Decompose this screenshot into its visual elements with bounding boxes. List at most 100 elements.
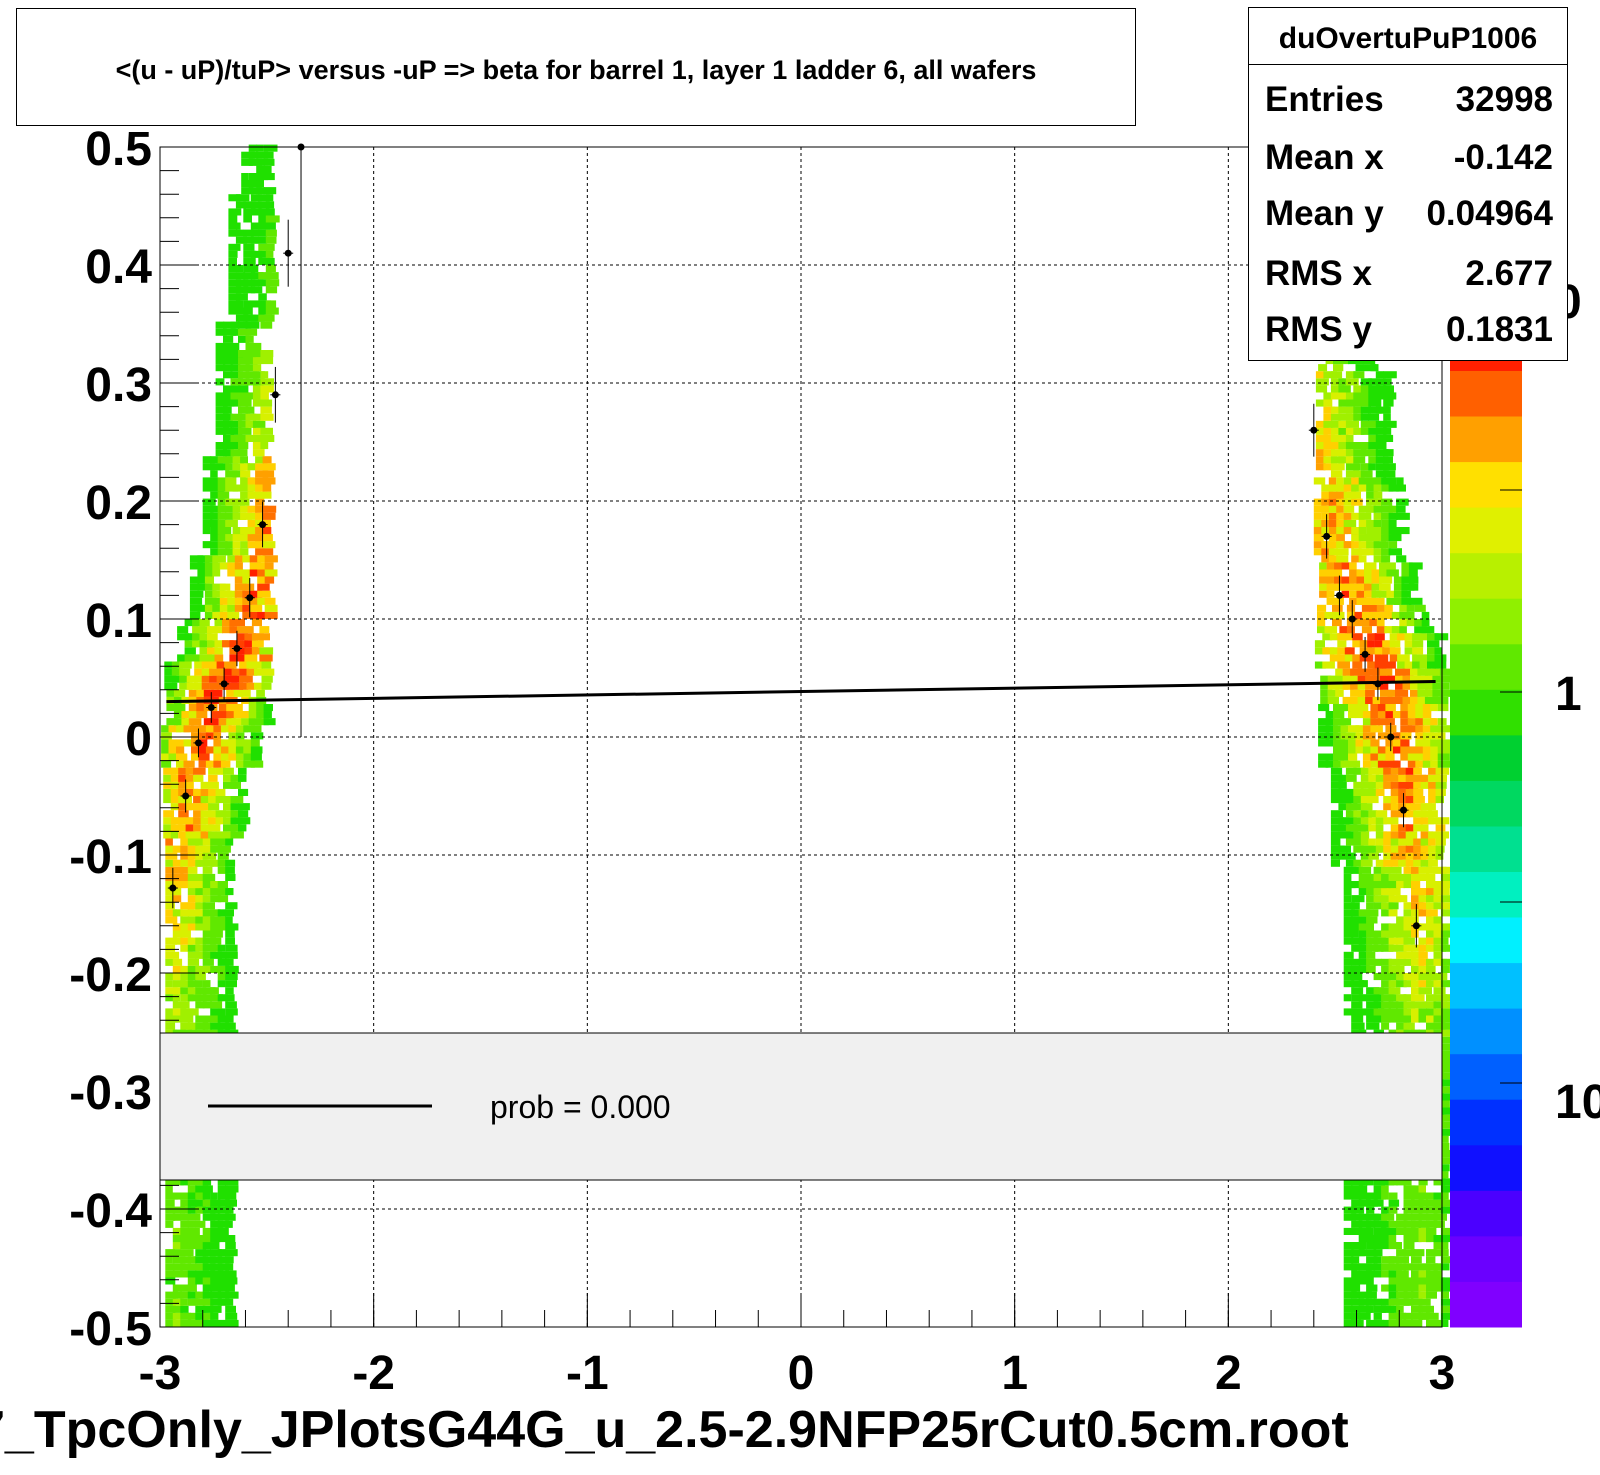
heatmap-cell	[1428, 845, 1438, 853]
heatmap-cell	[1389, 654, 1400, 662]
heatmap-cell	[1323, 434, 1337, 442]
heatmap-cell	[1373, 548, 1383, 556]
heatmap-cell	[210, 994, 223, 1002]
heatmap-cell	[1430, 732, 1443, 740]
heatmap-cell	[1388, 1206, 1398, 1214]
heatmap-cell	[1345, 838, 1354, 846]
heatmap-cell	[1411, 1001, 1419, 1009]
heatmap-cell	[187, 895, 197, 903]
heatmap-cell	[1390, 774, 1402, 782]
heatmap-cell	[223, 364, 233, 372]
heatmap-cell	[172, 1256, 186, 1264]
heatmap-cell	[1396, 1284, 1407, 1292]
heatmap-cell	[1426, 1227, 1437, 1235]
heatmap-cell	[1411, 1227, 1422, 1235]
heatmap-cell	[188, 689, 203, 697]
heatmap-cell	[255, 534, 267, 542]
heatmap-cell	[189, 597, 203, 605]
heatmap-cell	[1373, 1235, 1385, 1243]
heatmap-cell	[1376, 604, 1390, 612]
heatmap-cell	[1326, 562, 1340, 570]
heatmap-cell	[187, 1291, 200, 1299]
heatmap-cell	[240, 491, 254, 499]
heatmap-cell	[228, 746, 240, 754]
heatmap-cell	[202, 541, 212, 549]
heatmap-cell	[238, 371, 250, 379]
heatmap-cell	[217, 944, 226, 952]
heatmap-cell	[228, 279, 242, 287]
heatmap-cell	[161, 753, 169, 761]
heatmap-cell	[204, 604, 216, 612]
heatmap-cell	[223, 357, 234, 365]
heatmap-cell	[257, 583, 270, 591]
stats-row: Mean x -0.142	[1265, 138, 1553, 178]
heatmap-cell	[1433, 980, 1445, 988]
heatmap-cell	[238, 788, 249, 796]
heatmap-cell	[1415, 718, 1424, 726]
profile-point	[1400, 806, 1408, 814]
heatmap-cell	[1375, 845, 1384, 853]
heatmap-cell	[1345, 371, 1356, 379]
heatmap-cell	[1435, 838, 1446, 846]
heatmap-cell	[1343, 477, 1357, 485]
heatmap-cell	[210, 1263, 224, 1271]
heatmap-cell	[225, 859, 236, 867]
heatmap-cell	[1388, 958, 1401, 966]
heatmap-cell	[1360, 831, 1370, 839]
heatmap-cell	[1330, 378, 1345, 386]
heatmap-cell	[1320, 696, 1334, 704]
heatmap-cell	[250, 286, 263, 294]
heatmap-cell	[1330, 810, 1343, 818]
heatmap-cell	[187, 1319, 198, 1327]
heatmap-cell	[215, 449, 227, 457]
heatmap-cell	[1433, 1284, 1445, 1292]
heatmap-cell	[1424, 696, 1438, 704]
heatmap-cell	[1376, 619, 1385, 627]
heatmap-cell	[1351, 902, 1360, 910]
heatmap-cell	[166, 718, 178, 726]
profile-point	[1361, 650, 1369, 658]
heatmap-cell	[1351, 512, 1365, 520]
heatmap-cell	[1345, 442, 1354, 450]
heatmap-cell	[179, 661, 192, 669]
heatmap-cell	[1315, 385, 1328, 393]
heatmap-cell	[215, 378, 225, 386]
heatmap-cell	[1381, 987, 1395, 995]
heatmap-cell	[165, 838, 173, 846]
heatmap-cell	[180, 1199, 189, 1207]
heatmap-cell	[1390, 817, 1399, 825]
heatmap-cell	[225, 1008, 238, 1016]
heatmap-cell	[217, 866, 229, 874]
heatmap-cell	[1343, 1319, 1353, 1327]
heatmap-cell	[1379, 569, 1391, 577]
heatmap-cell	[228, 753, 239, 761]
heatmap-cell	[180, 902, 195, 910]
heatmap-cell	[245, 328, 258, 336]
heatmap-cell	[202, 944, 216, 952]
heatmap-cell	[1420, 845, 1431, 853]
heatmap-cell	[1422, 760, 1433, 768]
heatmap-cell	[1375, 442, 1387, 450]
heatmap-cell	[242, 569, 256, 577]
heatmap-cell	[197, 569, 211, 577]
heatmap-cell	[1440, 1022, 1455, 1030]
heatmap-cell	[1318, 725, 1330, 733]
heatmap-cell	[1355, 704, 1369, 712]
heatmap-cell	[1325, 760, 1339, 768]
heatmap-cell	[189, 576, 202, 584]
heatmap-cell	[261, 668, 275, 676]
heatmap-cell	[1395, 668, 1406, 676]
heatmap-cell	[1440, 1164, 1450, 1172]
heatmap-cell	[1380, 668, 1393, 676]
heatmap-cell	[226, 689, 235, 697]
heatmap-cell	[211, 711, 221, 719]
heatmap-cell	[213, 746, 227, 754]
heatmap-cell	[1403, 1015, 1413, 1023]
heatmap-cell	[238, 385, 249, 393]
heatmap-cell	[1343, 1227, 1355, 1235]
heatmap-cell	[189, 555, 204, 563]
heatmap-cell	[1410, 682, 1424, 690]
heatmap-cell	[1413, 774, 1426, 782]
heatmap-cell	[208, 767, 216, 775]
heatmap-cell	[1440, 1298, 1452, 1306]
